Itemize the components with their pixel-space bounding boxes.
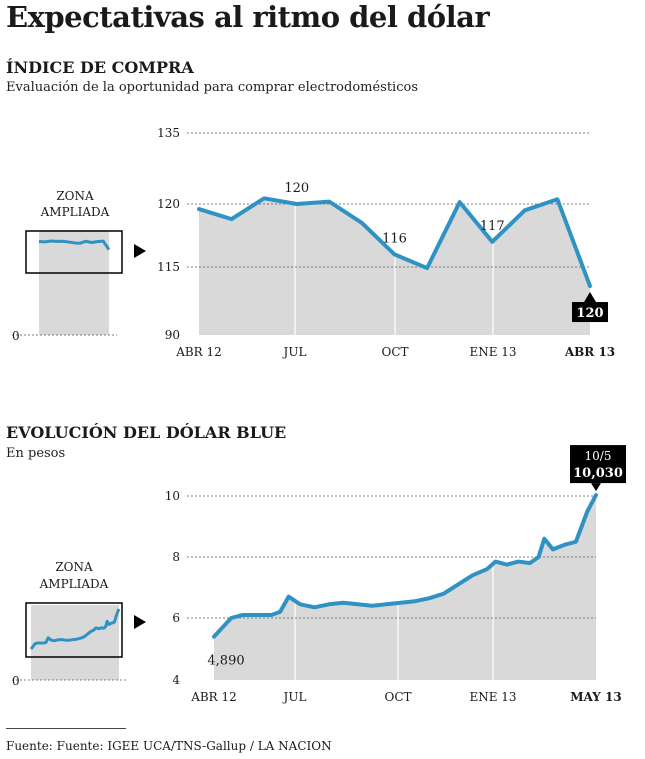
chart2-badge-value: 10,030 [573,466,623,481]
chart2-ytick-label: 10 [165,489,180,503]
chart2-ytick-label: 4 [172,673,180,687]
chart1-inset-label: AMPLIADA [40,205,110,219]
chart1-badge [572,302,608,323]
chart2-xtick-label: JUL [282,690,307,704]
source-note: Fuente: Fuente: IGEE UCA/TNS-Gallup / LA… [6,739,332,753]
chart1-xtick-label: OCT [381,345,408,359]
chart1-xtick-label: ABR 12 [175,345,222,359]
chart2-inset-zero: 0 [12,674,20,688]
chart2-xtick-label: OCT [384,690,411,704]
chart2-badge [570,445,626,484]
chart2-badge-date: 10/5 [585,449,612,463]
chart1-data-label: 120 [284,181,309,196]
chart1-inset-line [38,239,111,251]
chart2-badge-pointer [591,483,601,492]
chart1-ytick-label: 135 [157,126,180,140]
chart1-xtick-label: ABR 13 [564,345,615,359]
chart2-title: EVOLUCIÓN DEL DÓLAR BLUE [6,423,287,442]
chart1-xtick-label: ENE 13 [469,345,516,359]
chart1-data-label: 117 [480,219,505,234]
chart1-badge-label: 120 [576,306,603,321]
chart1-subtitle: Evaluación de la oportunidad para compra… [6,80,418,95]
chart1-inset-zero: 0 [12,329,20,343]
chart1-inset-label: ZONA [56,189,94,203]
chart1-xtick-label: JUL [282,345,307,359]
chart1-ytick-label: 115 [157,260,180,274]
page-title: Expectativas al ritmo del dólar [6,0,490,34]
chart2-xtick-label: MAY 13 [570,690,621,704]
chart2-data-label: 4,890 [207,654,244,669]
chart1-inset-area [39,230,109,335]
chart1-zoom-arrow [134,244,146,258]
chart1-ytick-label: 120 [157,197,180,211]
chart2-ytick-label: 8 [172,550,180,564]
chart2-subtitle: En pesos [6,446,66,461]
chart2-xtick-label: ABR 12 [190,690,237,704]
chart2-ytick-label: 6 [172,611,180,625]
chart2-inset-line [29,608,121,650]
chart1-ytick-label: 90 [165,328,180,342]
chart1-data-label: 116 [382,231,407,246]
source-divider [6,728,126,729]
chart2-inset-label: ZONA [55,560,93,574]
chart2-inset-label: AMPLIADA [39,577,109,591]
chart1-title: ÍNDICE DE COMPRA [6,58,194,77]
chart1-badge-pointer [584,292,596,303]
chart1-inset-box [25,230,123,274]
chart2-xtick-label: ENE 13 [469,690,516,704]
chart2-area [214,495,596,680]
chart2-zoom-arrow [134,615,146,629]
chart2-inset-box [25,602,123,658]
